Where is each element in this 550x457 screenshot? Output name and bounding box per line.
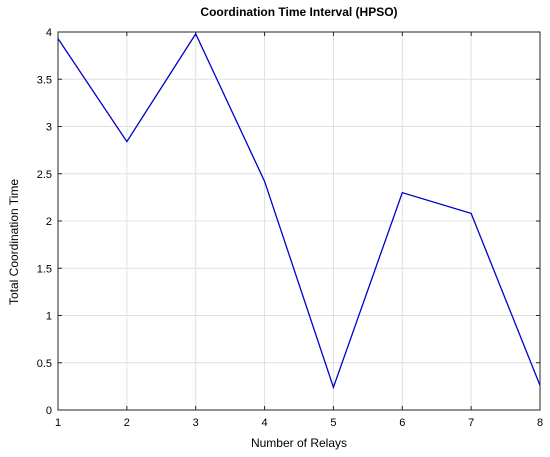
- y-tick-label: 3: [46, 122, 52, 134]
- y-tick-label: 2.5: [37, 169, 52, 181]
- y-tick-label: 1: [46, 311, 52, 323]
- series-line: [57, 32, 541, 390]
- x-tick-label: 8: [537, 417, 543, 429]
- x-tick-label: 3: [193, 417, 199, 429]
- axis-ticks: 1 2 3 4 5 6 7 8 0 0.5 1 1.5 2 2.5 3 3.5 4: [37, 27, 543, 429]
- chart-title: Coordination Time Interval (HPSO): [200, 5, 397, 19]
- x-tick-label: 4: [262, 417, 268, 429]
- x-tick-label: 1: [55, 417, 61, 429]
- x-axis-label: Number of Relays: [251, 436, 347, 450]
- grid: [57, 31, 541, 411]
- x-tick-label: 7: [468, 417, 474, 429]
- y-tick-label: 2: [46, 216, 52, 228]
- y-tick-label: 0.5: [37, 358, 52, 370]
- y-tick-label: 4: [46, 27, 52, 39]
- y-axis-label: Total Coordination Time: [7, 179, 21, 305]
- x-tick-label: 6: [399, 417, 405, 429]
- y-tick-label: 3.5: [37, 74, 52, 86]
- series-group: [57, 32, 541, 390]
- y-tick-label: 0: [46, 405, 52, 417]
- x-tick-label: 5: [330, 417, 336, 429]
- x-tick-label: 2: [124, 417, 130, 429]
- y-tick-label: 1.5: [37, 263, 52, 275]
